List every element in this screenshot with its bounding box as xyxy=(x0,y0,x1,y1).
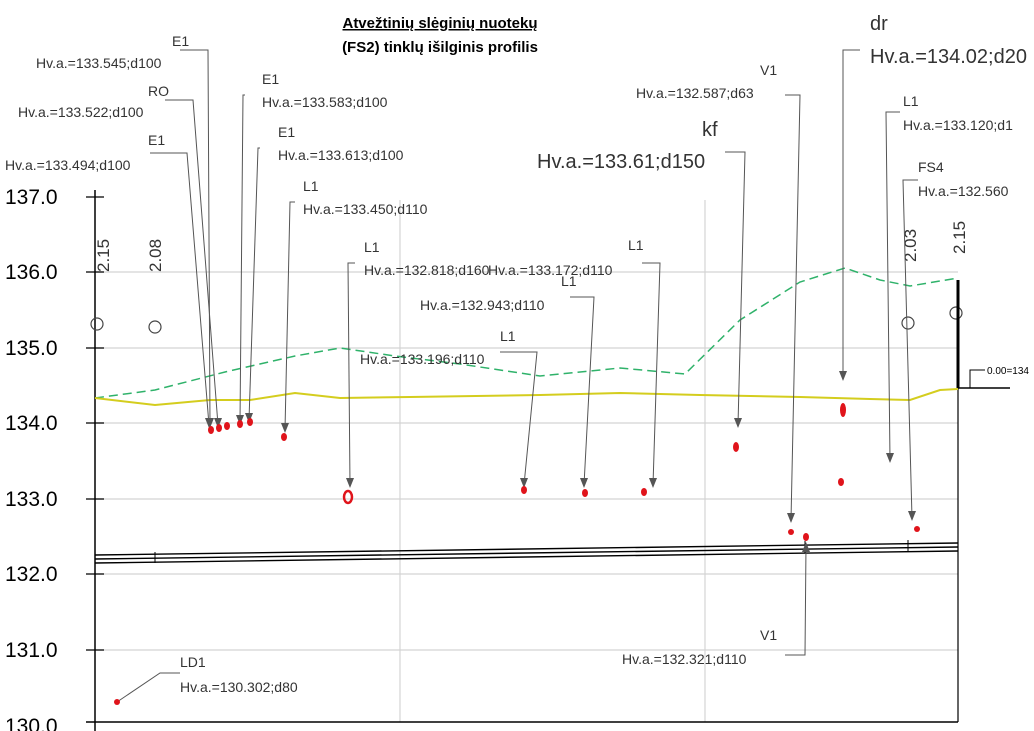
value-e1-c: Hv.a.=133.583;d100 xyxy=(262,94,388,110)
value-e1-b: Hv.a.=133.494;d100 xyxy=(5,157,131,173)
value-e1-d: Hv.a.=133.613;d100 xyxy=(278,147,404,163)
value-fs4: Hv.a.=132.560 xyxy=(918,183,1009,199)
value-dr: Hv.a.=134.02;d20 xyxy=(870,46,1027,68)
y-label-131: 131.0 xyxy=(5,639,58,662)
label-e1-b: E1 xyxy=(148,132,165,148)
y-label-130: 130.0 xyxy=(5,715,58,731)
value-v1-b: Hv.a.=132.321;d110 xyxy=(622,651,747,667)
pipe-lines xyxy=(94,540,959,564)
label-l1-c: L1 xyxy=(628,237,644,253)
y-label-132: 132.0 xyxy=(5,563,58,586)
y-label-134: 134.0 xyxy=(5,412,58,435)
depth-label-3: 2.03 xyxy=(901,229,920,262)
right-level-label: 0.00=134 xyxy=(987,366,1029,377)
red-markers xyxy=(114,403,920,705)
y-axis xyxy=(86,190,959,731)
value-v1-a: Hv.a.=132.587;d63 xyxy=(636,85,754,101)
arrow-heads xyxy=(205,371,916,552)
value-l1-a: Hv.a.=133.450;d110 xyxy=(303,201,428,217)
terrain-line xyxy=(94,267,959,399)
well-circle-4 xyxy=(949,306,963,320)
label-ld1: LD1 xyxy=(180,654,206,670)
label-l1-a: L1 xyxy=(303,178,319,194)
annotation-leaders xyxy=(116,49,918,703)
label-l1-e: L1 xyxy=(500,328,516,344)
value-e1-a: Hv.a.=133.545;d100 xyxy=(36,55,162,71)
y-label-133: 133.0 xyxy=(5,488,58,511)
depth-label-4: 2.15 xyxy=(950,221,969,254)
y-label-137: 137.0 xyxy=(5,186,58,209)
label-e1-c: E1 xyxy=(262,71,279,87)
value-l1-c: Hv.a.=133.172;d110 xyxy=(488,262,613,278)
value-ld1: Hv.a.=130.302;d80 xyxy=(180,679,298,695)
value-kf: Hv.a.=133.61;d150 xyxy=(537,151,705,173)
label-dr: dr xyxy=(870,13,888,35)
label-ro: RO xyxy=(148,83,169,99)
title-line-2: (FS2) tinklų išilginis profilis xyxy=(342,39,538,56)
label-kf: kf xyxy=(702,119,718,141)
label-e1-d: E1 xyxy=(278,124,295,140)
label-l1-b: L1 xyxy=(364,239,380,255)
label-v1-a: V1 xyxy=(760,62,777,78)
title-line-1: Atvežtinių slėginių nuotekų xyxy=(342,15,537,32)
label-fs4: FS4 xyxy=(918,159,944,175)
value-l1-d: Hv.a.=132.943;d110 xyxy=(420,297,545,313)
label-l1-f: L1 xyxy=(903,93,919,109)
value-l1-b: Hv.a.=132.818;d160 xyxy=(364,262,490,278)
y-label-135: 135.0 xyxy=(5,337,58,360)
y-label-136: 136.0 xyxy=(5,261,58,284)
well-circle-1 xyxy=(90,317,104,331)
well-circle-2 xyxy=(148,320,162,334)
depth-label-2: 2.08 xyxy=(146,239,165,272)
label-e1-a: E1 xyxy=(172,33,189,49)
ground-line xyxy=(94,388,959,407)
depth-label-1: 2.15 xyxy=(94,239,113,272)
label-l1-d: L1 xyxy=(561,273,577,289)
value-l1-f: Hv.a.=133.120;d1 xyxy=(903,117,1013,133)
label-v1-b: V1 xyxy=(760,627,777,643)
value-ro: Hv.a.=133.522;d100 xyxy=(18,104,144,120)
well-circle-3 xyxy=(901,316,915,330)
value-l1-e: Hv.a.=133.196;d110 xyxy=(360,351,485,367)
